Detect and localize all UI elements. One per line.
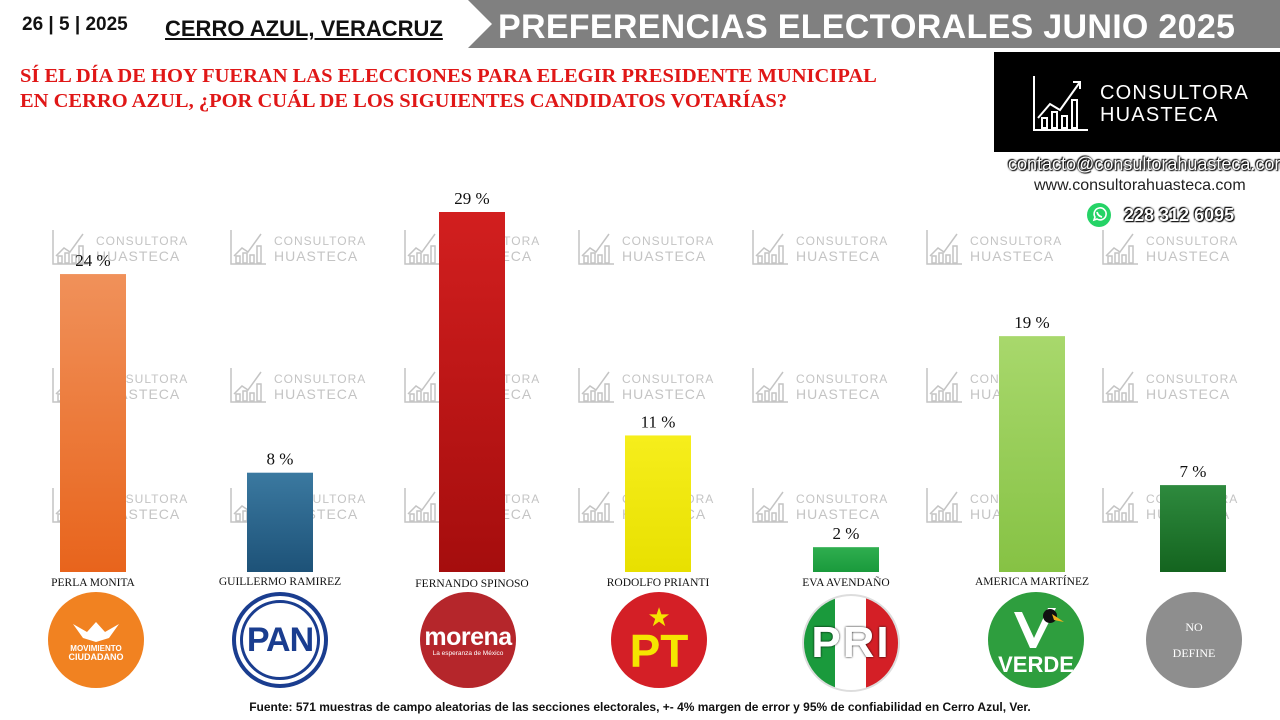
bar-5 bbox=[813, 547, 879, 572]
bar-3 bbox=[439, 212, 505, 572]
watermark-line-2: HUASTECA bbox=[1146, 386, 1231, 402]
watermark-line-1: CONSULTORA bbox=[622, 234, 715, 248]
candidate-name-4: RODOLFO PRIANTI bbox=[606, 577, 710, 589]
watermark-line-1: CONSULTORA bbox=[796, 372, 889, 386]
pri-text: PRI bbox=[811, 618, 891, 667]
watermark-line-1: CONSULTORA bbox=[1146, 372, 1239, 386]
watermark-chart-icon bbox=[578, 368, 614, 403]
no-define-line-2: DEFINE bbox=[1172, 646, 1216, 660]
watermark-line-1: CONSULTORA bbox=[96, 234, 189, 248]
bar-value-label-1: 24 % bbox=[75, 251, 110, 270]
watermark-chart-icon bbox=[926, 488, 962, 523]
watermark-line-2: HUASTECA bbox=[622, 386, 707, 402]
pan-text: PAN bbox=[246, 620, 314, 659]
question-line-2: EN CERRO AZUL, ¿POR CUÁL DE LOS SIGUIENT… bbox=[20, 90, 787, 112]
watermark-line-2: HUASTECA bbox=[1146, 248, 1231, 264]
watermark-chart-icon bbox=[404, 488, 440, 523]
bar-1 bbox=[60, 274, 126, 572]
bar-4 bbox=[625, 435, 691, 572]
watermark-line-2: HUASTECA bbox=[796, 248, 881, 264]
watermark-line-2: HUASTECA bbox=[274, 386, 359, 402]
bar-2 bbox=[247, 472, 313, 572]
bar-7 bbox=[1160, 485, 1226, 572]
bar-value-label-2: 8 % bbox=[267, 450, 294, 469]
watermark-chart-icon bbox=[578, 488, 614, 523]
bar-value-label-6: 19 % bbox=[1014, 313, 1049, 332]
no-define-line-1: NO bbox=[1185, 620, 1203, 634]
pt-text: PT bbox=[629, 625, 689, 677]
brand-name: CONSULTORA HUASTECA bbox=[1100, 82, 1249, 126]
bar-chart: 24 % 8 % 29 % 11 % 2 % 19 % 7 % bbox=[60, 189, 1226, 572]
bar-value-label-4: 11 % bbox=[641, 412, 676, 431]
watermark-chart-icon bbox=[752, 368, 788, 403]
morena-subtitle: La esperanza de México bbox=[432, 649, 504, 657]
report-date: 26 | 5 | 2025 bbox=[22, 14, 128, 35]
watermark-chart-icon bbox=[1102, 368, 1138, 403]
brand-logo bbox=[994, 52, 1280, 152]
question-line-1: SÍ EL DÍA DE HOY FUERAN LAS ELECCIONES P… bbox=[20, 65, 877, 87]
eagle-icon bbox=[73, 622, 119, 642]
watermark-chart-icon bbox=[404, 368, 440, 403]
watermark-chart-icon bbox=[52, 230, 88, 265]
watermark-chart-icon bbox=[926, 230, 962, 265]
candidate-name-3: FERNANDO SPINOSO bbox=[415, 578, 529, 590]
watermark-chart-icon bbox=[752, 230, 788, 265]
whatsapp-icon bbox=[1087, 203, 1111, 227]
party-logo-morena: morena La esperanza de México bbox=[420, 592, 516, 688]
watermark-chart-icon bbox=[230, 368, 266, 403]
candidate-name-1: PERLA MONITA bbox=[51, 577, 135, 589]
toucan-icon bbox=[1014, 608, 1064, 648]
party-logo-pt: ★ PT bbox=[611, 592, 707, 688]
watermark-chart-icon bbox=[230, 230, 266, 265]
bar-value-label-7: 7 % bbox=[1180, 462, 1207, 481]
source-footnote: Fuente: 571 muestras de campo aleatorias… bbox=[249, 700, 1031, 714]
party-logo-verde: VERDE bbox=[988, 592, 1084, 688]
party-logo-pri: PRI bbox=[802, 594, 900, 692]
watermark-line-1: CONSULTORA bbox=[1146, 234, 1239, 248]
page-title: PREFERENCIAS ELECTORALES JUNIO 2025 bbox=[498, 8, 1236, 46]
watermark-line-1: CONSULTORA bbox=[796, 234, 889, 248]
candidate-name-6: AMERICA MARTÍNEZ bbox=[975, 576, 1089, 588]
contact-website[interactable]: www.consultorahuasteca.com bbox=[1034, 177, 1246, 194]
brand-line-2: HUASTECA bbox=[1100, 104, 1219, 126]
candidate-name-5: EVA AVENDAÑO bbox=[802, 577, 890, 589]
watermark-line-1: CONSULTORA bbox=[274, 372, 367, 386]
watermark-chart-icon bbox=[926, 368, 962, 403]
watermark-line-1: CONSULTORA bbox=[274, 234, 367, 248]
title-banner bbox=[462, 0, 1280, 50]
watermark-chart-icon bbox=[578, 230, 614, 265]
star-icon: ★ bbox=[647, 602, 671, 632]
watermark-line-2: HUASTECA bbox=[622, 248, 707, 264]
no-define-circle: NO DEFINE bbox=[1146, 592, 1242, 688]
contact-email[interactable]: contacto@consultorahuasteca.com bbox=[1008, 154, 1280, 174]
watermark-chart-icon bbox=[404, 230, 440, 265]
morena-text: morena bbox=[424, 622, 512, 651]
watermark-line-2: HUASTECA bbox=[96, 248, 181, 264]
growth-chart-icon bbox=[1033, 76, 1088, 131]
party-logo-pan: PAN bbox=[232, 592, 328, 688]
verde-text: VERDE bbox=[998, 652, 1074, 677]
watermark-chart-icon bbox=[1102, 488, 1138, 523]
candidate-name-2: GUILLERMO RAMIREZ bbox=[218, 576, 342, 588]
watermark-line-2: HUASTECA bbox=[796, 386, 881, 402]
watermark-line-2: HUASTECA bbox=[970, 248, 1055, 264]
bar-value-label-5: 2 % bbox=[833, 524, 860, 543]
watermark-line-2: HUASTECA bbox=[274, 248, 359, 264]
contact-phone[interactable]: 228 312 6095 bbox=[1124, 205, 1235, 225]
watermark-chart-icon bbox=[752, 488, 788, 523]
bar-value-label-3: 29 % bbox=[454, 189, 489, 208]
party-logo-movimiento-ciudadano: MOVIMIENTO CIUDADANO bbox=[48, 592, 144, 688]
watermark-line-1: CONSULTORA bbox=[622, 372, 715, 386]
watermark-line-1: CONSULTORA bbox=[970, 234, 1063, 248]
watermark-line-1: CONSULTORA bbox=[796, 492, 889, 506]
mc-name: MOVIMIENTO CIUDADANO bbox=[68, 644, 124, 662]
watermark-chart-icon bbox=[1102, 230, 1138, 265]
watermark-line-2: HUASTECA bbox=[796, 506, 881, 522]
location-title: CERRO AZUL, VERACRUZ bbox=[165, 16, 443, 41]
survey-question: SÍ EL DÍA DE HOY FUERAN LAS ELECCIONES P… bbox=[20, 64, 950, 114]
brand-line-1: CONSULTORA bbox=[1100, 82, 1250, 104]
bar-6 bbox=[999, 336, 1065, 572]
